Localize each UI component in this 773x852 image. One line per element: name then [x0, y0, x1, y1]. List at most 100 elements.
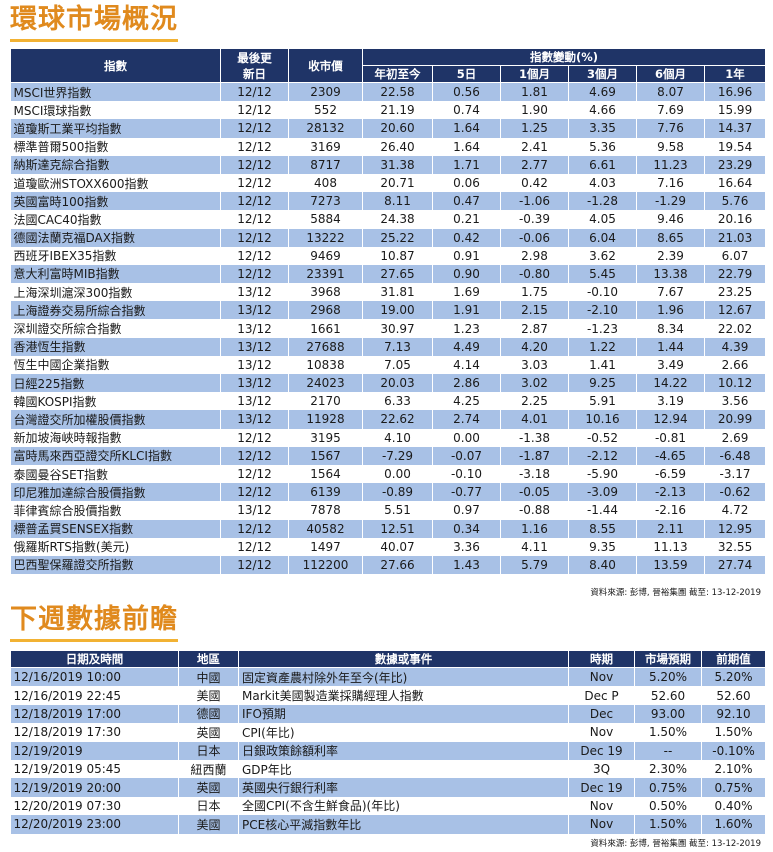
market-row: 標準普爾500指數 12/12 3169 26.40 1.64 2.41 5.36 9.58 1… [10, 137, 767, 156]
market-row: 巴西聖保羅證交所指數 12/12 112200 27.66 1.43 5.79 8.40 13… [10, 555, 767, 575]
5d-change: 0.21 [432, 210, 501, 229]
3m-change: -0.10 [568, 283, 637, 302]
event-row: 12/19/2019 日本 日銀政策餘額利率 Dec 19 -- -0.10% [10, 741, 766, 760]
market-source-note: 資料來源: 彭博, 晉裕集團 截至: 13-12-2019 [590, 588, 761, 598]
index-name: 富時馬來西亞證交所KLCI指數 [10, 446, 221, 465]
3m-change: 10.16 [568, 410, 637, 429]
event-forecast: 93.00 [634, 704, 702, 724]
5d-change: 1.64 [432, 119, 501, 138]
last-update: 12/12 [220, 464, 289, 484]
1y-change: 32.55 [704, 537, 767, 556]
5d-change: 0.06 [432, 173, 501, 193]
6m-change: 8.65 [636, 228, 705, 247]
6m-change: 2.11 [636, 519, 705, 538]
3m-change: 8.55 [568, 519, 637, 538]
last-update: 13/12 [220, 319, 289, 338]
last-update: 13/12 [220, 410, 289, 429]
3m-change: 4.03 [568, 173, 637, 193]
3m-change: 4.66 [568, 101, 637, 120]
1y-change: 21.03 [704, 228, 767, 247]
1y-change: 6.07 [704, 246, 767, 265]
market-row: MSCI環球指數 12/12 552 21.19 0.74 1.90 4.66 7.69 15.… [10, 101, 767, 120]
event-datetime: 12/20/2019 07:30 [10, 796, 179, 816]
index-name: 印尼雅加達綜合股價指數 [10, 483, 221, 502]
index-name: 標普孟買SENSEX指數 [10, 519, 221, 538]
1m-change: 5.79 [500, 555, 569, 575]
last-update: 12/12 [220, 119, 289, 138]
1m-change: 2.41 [500, 137, 569, 156]
event-region: 美國 [178, 686, 239, 705]
6m-change: -2.16 [636, 501, 705, 520]
event-row: 12/16/2019 22:45 美國 Markit美國製造業採購經理人指數 Dec … [10, 686, 766, 705]
index-name: MSCI世界指數 [10, 82, 221, 102]
6m-change: -2.13 [636, 483, 705, 502]
event-previous: 0.75% [701, 778, 766, 797]
index-name: 意大利富時MIB指數 [10, 264, 221, 284]
market-row: 新加坡海峽時報指數 12/12 3195 4.10 0.00 -1.38 -0.52 -0.8… [10, 428, 767, 447]
ytd-change: 5.51 [362, 501, 433, 520]
5d-change: 1.64 [432, 137, 501, 156]
event-forecast: 1.50% [634, 815, 702, 834]
market-row: 恆生中國企業指數 13/12 10838 7.05 4.14 3.03 1.41 3.49 2.… [10, 355, 767, 374]
6m-change: 7.67 [636, 283, 705, 302]
3m-change: 5.36 [568, 137, 637, 156]
3m-change: 8.40 [568, 555, 637, 575]
event-row: 12/18/2019 17:00 德國 IFO預期 Dec 93.00 92.10 [10, 704, 766, 724]
market-row: 印尼雅加達綜合股價指數 12/12 6139 -0.89 -0.77 -0.05 -3.09… [10, 483, 767, 502]
close-price: 1661 [288, 319, 363, 338]
6m-change: 11.13 [636, 537, 705, 556]
event-previous: 1.50% [701, 723, 766, 742]
1y-change: 23.29 [704, 155, 767, 174]
1m-change: 2.77 [500, 155, 569, 174]
close-price: 8717 [288, 155, 363, 174]
3m-change: -1.23 [568, 319, 637, 338]
index-name: 恆生中國企業指數 [10, 355, 221, 374]
ytd-change: 7.05 [362, 355, 433, 374]
ytd-change: 22.58 [362, 82, 433, 102]
col-header-1m: 1個月 [500, 65, 569, 83]
event-previous: 1.60% [701, 815, 766, 834]
next-week-preview-title: 下週數據前瞻 [10, 604, 178, 642]
5d-change: 4.14 [432, 355, 501, 374]
event-region: 德國 [178, 704, 239, 724]
ytd-change: 25.22 [362, 228, 433, 247]
index-name: 韓國KOSPI指數 [10, 392, 221, 411]
index-name: 深圳證交所綜合指數 [10, 319, 221, 338]
last-update: 12/12 [220, 228, 289, 247]
event-period: Nov [568, 723, 635, 742]
5d-change: 0.34 [432, 519, 501, 538]
3m-change: -3.09 [568, 483, 637, 502]
market-row: 菲律賓綜合股價指數 13/12 7878 5.51 0.97 -0.88 -1.44 -2.1… [10, 501, 767, 520]
event-forecast: 0.75% [634, 778, 702, 797]
1y-change: -3.17 [704, 464, 767, 484]
ytd-change: 27.65 [362, 264, 433, 284]
close-price: 9469 [288, 246, 363, 265]
market-row: 德國法蘭克福DAX指數 12/12 13222 25.22 0.42 -0.06 6.04 8… [10, 228, 767, 247]
6m-change: 8.07 [636, 82, 705, 102]
1m-change: -1.38 [500, 428, 569, 447]
1y-change: -0.62 [704, 483, 767, 502]
col-header-index: 指數 [10, 48, 221, 83]
1m-change: 1.81 [500, 82, 569, 102]
1y-change: 16.64 [704, 173, 767, 193]
ytd-change: 4.10 [362, 428, 433, 447]
last-update: 12/12 [220, 137, 289, 156]
last-update: 13/12 [220, 374, 289, 393]
5d-change: -0.77 [432, 483, 501, 502]
market-row: 道瓊歐洲STOXX600指數 12/12 408 20.71 0.06 0.42 4.03 7… [10, 173, 767, 193]
market-row: 香港恆生指數 13/12 27688 7.13 4.49 4.20 1.22 1.44 4.39 [10, 337, 767, 356]
5d-change: -0.07 [432, 446, 501, 465]
col-header-close: 收市價 [288, 48, 363, 83]
event-region: 英國 [178, 723, 239, 742]
market-row: 俄羅斯RTS指數(美元) 12/12 1497 40.07 3.36 4.11 9.35 11… [10, 537, 767, 556]
3m-change: 6.04 [568, 228, 637, 247]
6m-change: 9.46 [636, 210, 705, 229]
1y-change: 14.37 [704, 119, 767, 138]
ytd-change: 27.66 [362, 555, 433, 575]
index-name: 日經225指數 [10, 374, 221, 393]
last-update: 12/12 [220, 519, 289, 538]
event-period: Nov [568, 815, 635, 834]
event-region: 美國 [178, 815, 239, 834]
event-datetime: 12/19/2019 20:00 [10, 778, 179, 797]
event-name: Markit美國製造業採購經理人指數 [238, 686, 569, 705]
